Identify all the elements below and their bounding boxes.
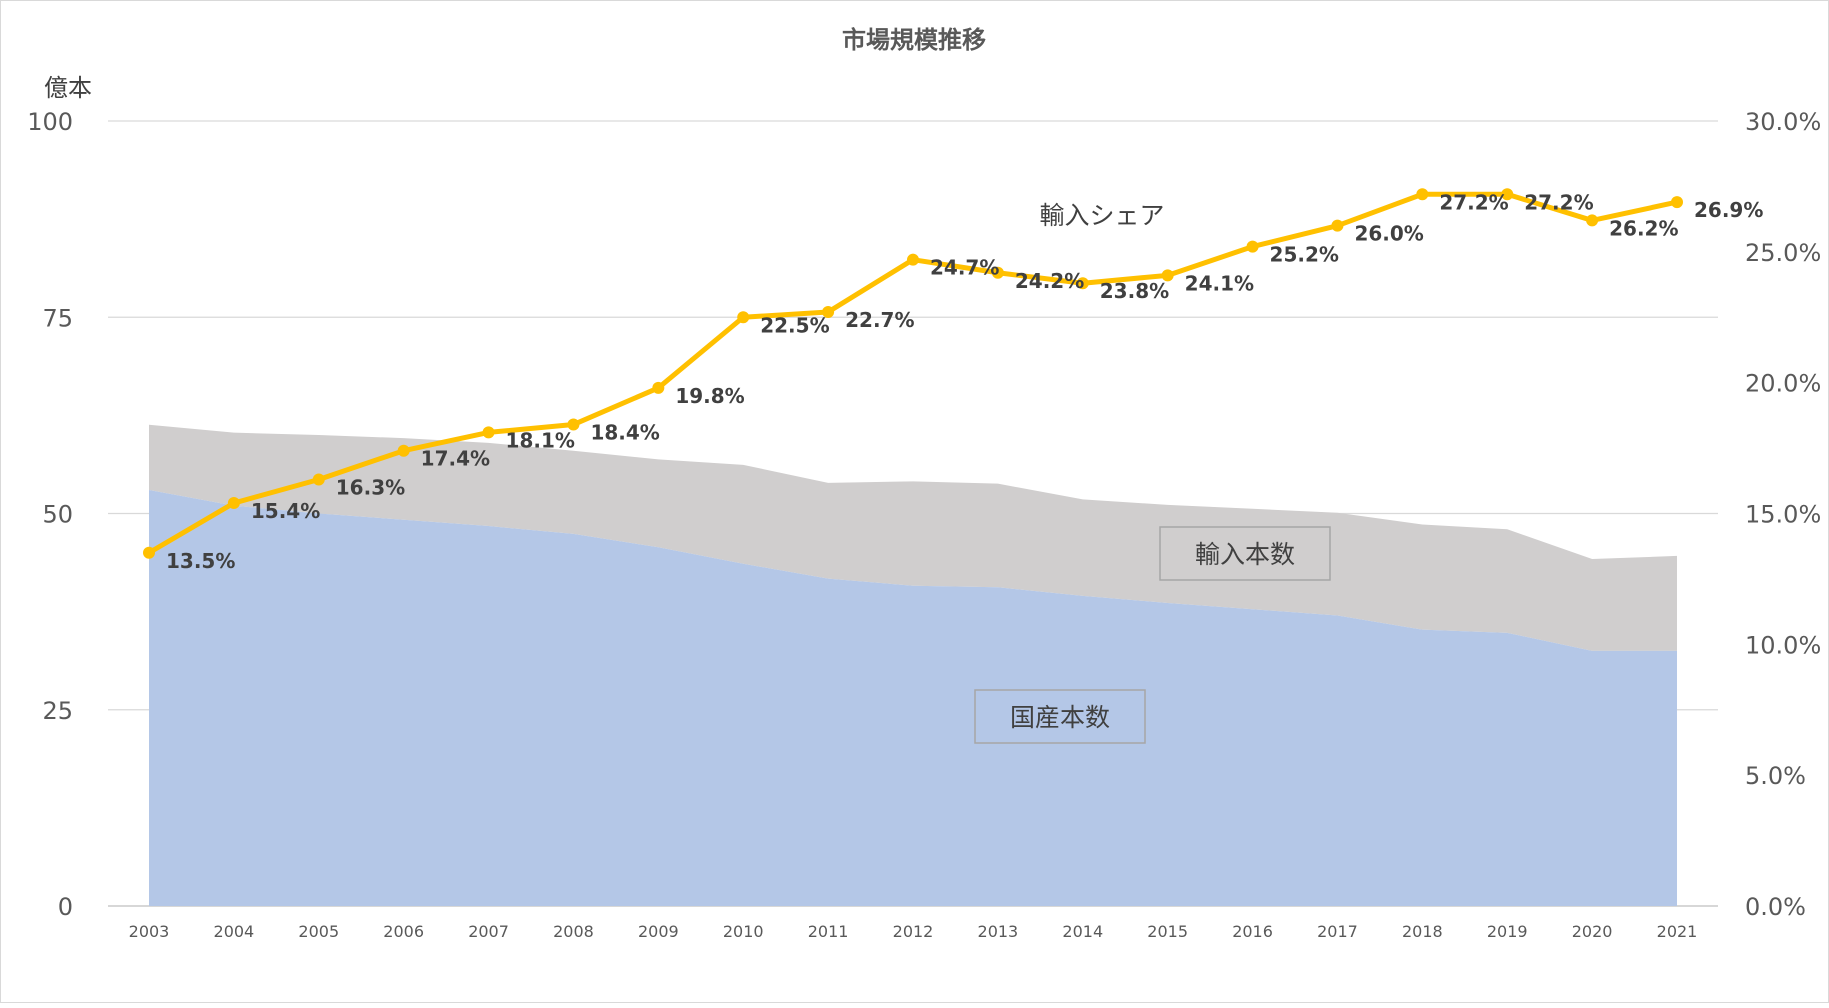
x-axis-tick-label: 2016 xyxy=(1232,922,1273,941)
share-point xyxy=(143,546,155,559)
share-point xyxy=(1076,277,1089,290)
share-data-label: 24.2% xyxy=(1015,269,1084,293)
share-point xyxy=(1331,219,1344,232)
left-axis-tick-label: 25 xyxy=(42,697,73,725)
chart-title: 市場規模推移 xyxy=(842,26,986,54)
x-axis-tick-label: 2021 xyxy=(1657,922,1698,941)
left-axis-tick-label: 0 xyxy=(58,893,73,921)
share-data-labels: 13.5% 15.4% 16.3% 17.4% 18.1% 18.4% 19.8% 22.5%… xyxy=(166,190,1763,572)
share-data-label: 26.2% xyxy=(1609,216,1678,240)
share-data-label: 18.1% xyxy=(506,428,575,452)
share-point xyxy=(1501,188,1514,201)
share-data-label: 22.7% xyxy=(845,308,914,332)
share-point xyxy=(397,444,410,457)
x-axis-tick-label: 2009 xyxy=(638,922,679,941)
x-axis-tick-label: 2019 xyxy=(1487,922,1528,941)
right-axis-tick-label: 30.0% xyxy=(1745,108,1821,136)
share-data-label: 23.8% xyxy=(1100,279,1169,303)
x-axis-tick-label: 2014 xyxy=(1062,922,1103,941)
share-point xyxy=(907,253,919,266)
share-point xyxy=(482,426,495,439)
x-axis-tick-label: 2013 xyxy=(978,922,1019,941)
share-point xyxy=(1586,214,1599,227)
right-axis-tick-label: 15.0% xyxy=(1745,501,1821,529)
share-data-label: 13.5% xyxy=(166,549,235,573)
left-axis-tick-label: 100 xyxy=(27,108,73,136)
share-data-label: 16.3% xyxy=(336,475,405,499)
share-point xyxy=(991,266,1004,279)
share-point xyxy=(822,306,835,319)
x-axis-tick-label: 2017 xyxy=(1317,922,1358,941)
share-data-label: 18.4% xyxy=(590,421,659,445)
x-axis-tick-label: 2018 xyxy=(1402,922,1443,941)
x-axis-tick-label: 2003 xyxy=(129,922,170,941)
x-axis-tick-label: 2008 xyxy=(553,922,594,941)
share-point xyxy=(1161,269,1174,282)
left-axis-tick-label: 50 xyxy=(42,501,73,529)
share-data-label: 25.2% xyxy=(1270,243,1339,267)
share-point xyxy=(1416,188,1429,201)
share-data-label: 19.8% xyxy=(675,384,744,408)
share-data-label: 26.0% xyxy=(1354,222,1423,246)
left-axis-tick-label: 75 xyxy=(42,304,73,332)
share-point xyxy=(1246,240,1259,253)
domestic-area xyxy=(149,489,1677,906)
import-area-label: 輸入本数 xyxy=(1195,540,1295,569)
share-data-label: 24.7% xyxy=(930,256,999,280)
share-data-label: 26.9% xyxy=(1694,198,1763,222)
x-axis-tick-label: 2006 xyxy=(383,922,424,941)
x-axis-tick-label: 2020 xyxy=(1572,922,1613,941)
right-axis: 0.0% 5.0% 10.0% 15.0% 20.0% 25.0% 30.0% xyxy=(1745,108,1821,921)
share-point xyxy=(652,381,665,394)
x-axis-tick-label: 2007 xyxy=(468,922,509,941)
right-axis-tick-label: 5.0% xyxy=(1745,762,1806,790)
right-axis-tick-label: 0.0% xyxy=(1745,893,1806,921)
share-data-label: 27.2% xyxy=(1524,190,1593,214)
share-line-series xyxy=(143,188,1683,559)
x-axis-tick-label: 2004 xyxy=(214,922,255,941)
x-axis-tick-label: 2005 xyxy=(298,922,339,941)
domestic-area-label: 国産本数 xyxy=(1010,703,1110,732)
x-axis: 2003 2004 2005 2006 2007 2008 2009 2010 2011 2012… xyxy=(129,922,1698,941)
x-axis-tick-label: 2010 xyxy=(723,922,764,941)
left-axis: 0 25 50 75 100 xyxy=(27,108,73,921)
share-point xyxy=(227,497,240,510)
right-axis-tick-label: 25.0% xyxy=(1745,239,1821,267)
share-data-label: 22.5% xyxy=(760,313,829,337)
share-data-label: 24.1% xyxy=(1185,271,1254,295)
x-axis-tick-label: 2011 xyxy=(808,922,849,941)
area-series-group xyxy=(149,424,1677,906)
domestic-area-label-box: 国産本数 xyxy=(974,689,1146,744)
share-line-label: 輸入シェア xyxy=(1039,201,1164,230)
right-axis-tick-label: 10.0% xyxy=(1745,631,1821,659)
share-data-label: 15.4% xyxy=(251,499,320,523)
import-area-label-box: 輸入本数 xyxy=(1159,526,1331,581)
share-point xyxy=(312,473,325,486)
share-point xyxy=(737,311,750,324)
share-data-label: 17.4% xyxy=(421,447,490,471)
import-area xyxy=(149,424,1677,651)
x-axis-tick-label: 2012 xyxy=(893,922,934,941)
share-point xyxy=(1671,196,1683,209)
share-data-label: 27.2% xyxy=(1439,190,1508,214)
x-axis-tick-label: 2015 xyxy=(1147,922,1188,941)
left-axis-unit-label: 億本 xyxy=(44,74,92,102)
share-point xyxy=(567,418,580,431)
right-axis-tick-label: 20.0% xyxy=(1745,370,1821,398)
